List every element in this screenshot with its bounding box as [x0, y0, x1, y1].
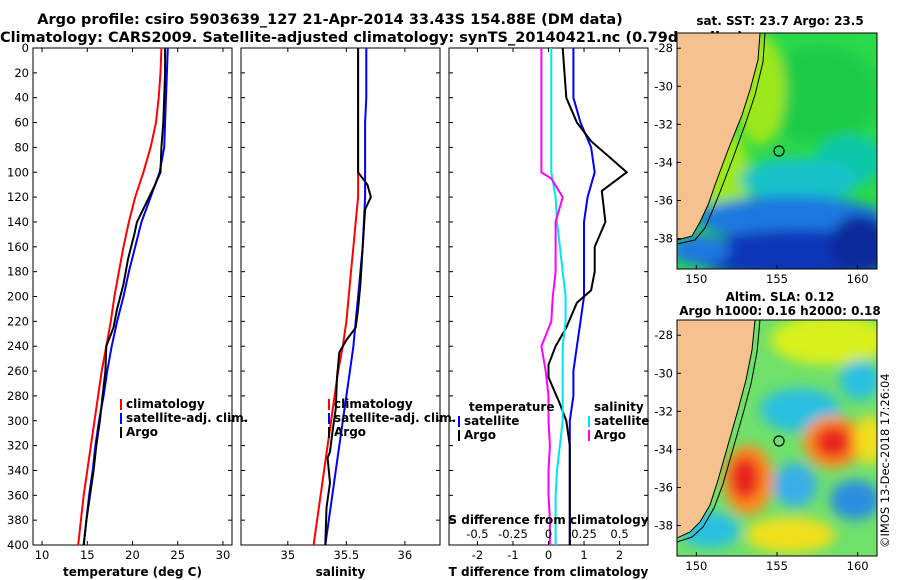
series-line-climatology — [77, 47, 163, 546]
y-tick-label: 200 — [7, 290, 29, 304]
y-tick-label: 380 — [7, 513, 29, 527]
x-tick-label: 20 — [125, 548, 140, 562]
sla-map-profile-marker — [773, 435, 785, 447]
x-tick-label: 2 — [616, 548, 623, 562]
x-tick-label: 30 — [216, 548, 231, 562]
sla-map-lat-label: -36 — [654, 480, 673, 494]
sla-map-lat-label: -32 — [654, 404, 673, 418]
x-tick-label: 25 — [170, 548, 185, 562]
sst-map-lat-label: -36 — [654, 193, 673, 207]
sla-map-title-line2: Argo h1000: 0.16 h2000: 0.18 — [679, 304, 881, 318]
sst-map-lat-label: -28 — [654, 41, 673, 55]
x-tick-label: 1 — [580, 548, 587, 562]
y-tick-label: 240 — [7, 339, 29, 353]
legend-label: Argo — [464, 428, 496, 442]
y-tick-label: 360 — [7, 488, 29, 502]
sla-map-lon-label: 155 — [766, 559, 788, 573]
sla-map-lat-label: -34 — [654, 442, 673, 456]
y-tick-label: 100 — [7, 165, 29, 179]
series-line-s-satellite — [550, 48, 567, 545]
legend-label: climatology — [334, 397, 413, 411]
x-tick-label: 0 — [545, 548, 552, 562]
header-title-line2: Climatology: CARS2009. Satellite-adjuste… — [0, 30, 744, 46]
sla-map-lat-label: -30 — [654, 366, 673, 380]
legend-label: satellite — [594, 414, 649, 428]
y-tick-label: 80 — [14, 140, 29, 154]
top-axis-label: S difference from climatology — [448, 513, 648, 527]
sst-map-lat-label: -34 — [654, 155, 673, 169]
legend-label: satellite-adj. clim. — [334, 411, 456, 425]
legend-label: climatology — [126, 397, 205, 411]
sst-map-profile-marker — [773, 145, 785, 157]
sla-map — [677, 320, 877, 556]
top-axis-tick-label: 0.25 — [571, 527, 597, 541]
chart-panel-2: 35 35.5 36 salinity climatologysatellite-adj… — [240, 47, 456, 579]
x-tick-label: -2 — [472, 548, 483, 562]
sst-map-lon-label: 160 — [847, 272, 869, 286]
y-tick-label: 220 — [7, 314, 29, 328]
legend-label: Argo — [334, 425, 366, 439]
top-axis-tick-label: -0.25 — [498, 527, 528, 541]
x-tick-label: 35 — [281, 548, 296, 562]
header-title-line1: Argo profile: csiro 5903639_127 21-Apr-2… — [37, 12, 623, 28]
legend-label: satellite-adj. clim. — [126, 411, 248, 425]
chart-panel-1: 0 20 40 60 80 100 120 140 160 180 200 220 240 260 280 3… — [7, 41, 248, 579]
sla-map-lon-label: 160 — [847, 559, 869, 573]
y-tick-label: 300 — [7, 414, 29, 428]
series-line-s-argo — [540, 48, 564, 545]
top-axis-tick-label: -0.5 — [466, 527, 488, 541]
sst-map-lat-label: -38 — [654, 232, 673, 246]
series-line-satellite-adj-clim- — [324, 48, 368, 546]
x-tick-label: 10 — [35, 548, 50, 562]
y-tick-label: 140 — [7, 215, 29, 229]
y-tick-label: 180 — [7, 265, 29, 279]
y-tick-label: 160 — [7, 240, 29, 254]
sla-map-lat-label: -28 — [654, 328, 673, 342]
legend-label: satellite — [464, 414, 519, 428]
series-line-t-satellite — [568, 48, 596, 545]
chart-panel-3: -2 -1 0 1 2 T difference from climatology temp… — [448, 47, 649, 579]
y-tick-label: 60 — [14, 116, 29, 130]
y-tick-label: 0 — [22, 41, 29, 55]
y-tick-label: 40 — [14, 91, 29, 105]
x-tick-label: -1 — [507, 548, 518, 562]
x-tick-label: 35.5 — [334, 548, 360, 562]
sst-map-title: sat. SST: 23.7 Argo: 23.5 — [696, 14, 864, 28]
y-tick-label: 340 — [7, 463, 29, 477]
y-tick-label: 120 — [7, 190, 29, 204]
sst-map-lat-label: -30 — [654, 79, 673, 93]
sst-map-lon-label: 150 — [685, 272, 707, 286]
top-axis-tick-label: 0 — [545, 527, 552, 541]
series-line-argo — [82, 48, 167, 546]
x-tick-label: 15 — [80, 548, 95, 562]
sst-map — [677, 33, 877, 269]
y-tick-label: 400 — [7, 538, 29, 552]
series-line-argo — [324, 48, 372, 546]
y-tick-label: 20 — [14, 66, 29, 80]
sla-map-lat-label: -38 — [654, 519, 673, 533]
x-axis-label: temperature (deg C) — [63, 565, 202, 579]
sla-map-lon-label: 150 — [685, 559, 707, 573]
legend-label: Argo — [126, 425, 158, 439]
legend-title-temperature: temperature — [469, 400, 554, 414]
sla-map-title-line1: Altim. SLA: 0.12 — [725, 290, 835, 304]
plot-frame — [32, 47, 233, 546]
sst-map-lon-label: 155 — [766, 272, 788, 286]
top-axis-tick-label: 0.5 — [610, 527, 628, 541]
y-tick-label: 320 — [7, 439, 29, 453]
x-axis-label: salinity — [316, 565, 366, 579]
legend-title-salinity: salinity — [594, 400, 644, 414]
y-tick-label: 260 — [7, 364, 29, 378]
plot-frame — [240, 47, 441, 546]
x-axis-label: T difference from climatology — [449, 565, 649, 579]
x-tick-label: 36 — [398, 548, 413, 562]
series-line-t-argo — [547, 47, 629, 545]
sst-map-lat-label: -32 — [654, 117, 673, 131]
y-tick-label: 280 — [7, 389, 29, 403]
legend-label: Argo — [594, 428, 626, 442]
